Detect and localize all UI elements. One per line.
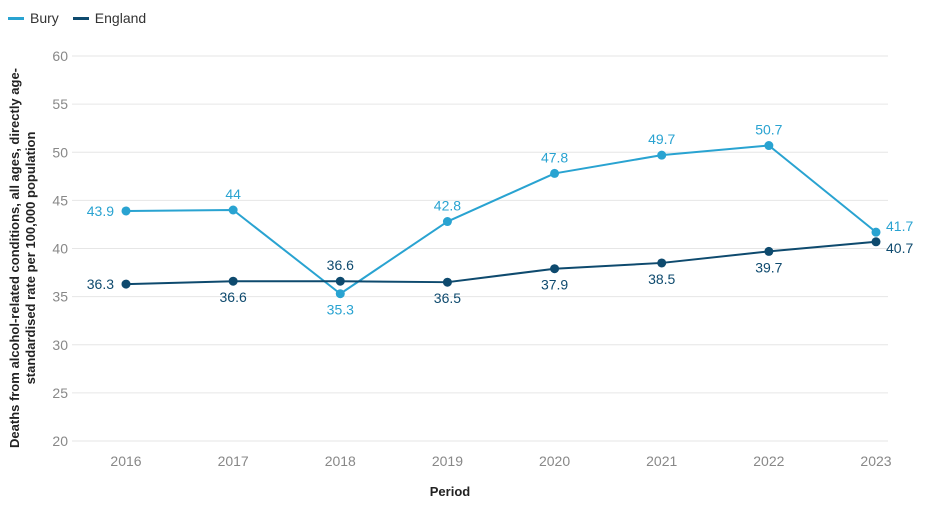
- point-bury-2019[interactable]: [442, 217, 452, 227]
- data-label-bury-2019: 42.8: [434, 198, 461, 214]
- series-line-england: [125, 240, 877, 286]
- y-tick-label-60: 60: [52, 48, 68, 64]
- data-label-bury-2020: 47.8: [541, 149, 568, 165]
- point-bury-2021[interactable]: [657, 150, 667, 160]
- data-label-england-2022: 39.7: [755, 259, 782, 275]
- data-label-bury-2016: 43.9: [87, 203, 114, 219]
- y-tick-label-40: 40: [52, 241, 68, 257]
- x-tick-label-2021: 2021: [646, 453, 677, 469]
- data-label-england-2019: 36.5: [434, 290, 461, 306]
- data-label-bury-2017: 44: [225, 186, 241, 202]
- y-tick-label-30: 30: [52, 337, 68, 353]
- legend-item-england[interactable]: England: [72, 10, 147, 26]
- point-england-2023[interactable]: [871, 237, 881, 247]
- legend-label-england: England: [94, 10, 147, 26]
- x-tick-label-2018: 2018: [325, 453, 356, 469]
- y-axis-title-line-2: standardised rate per 100,000 population: [23, 132, 38, 385]
- x-axis-title: Period: [430, 484, 471, 499]
- point-england-2021[interactable]: [657, 258, 667, 268]
- data-label-england-2016: 36.3: [87, 276, 114, 292]
- point-england-2017[interactable]: [228, 276, 238, 286]
- data-label-england-2018: 36.6: [327, 257, 354, 273]
- y-tick-label-20: 20: [52, 433, 68, 449]
- chart-legend: Bury England: [8, 10, 160, 26]
- point-bury-2016[interactable]: [121, 206, 131, 216]
- series-line-bury: [125, 144, 877, 295]
- x-axis-ticks: 2016 2017 2018 2019 2020 2021 2022 2023: [110, 453, 891, 469]
- legend-label-bury: Bury: [30, 10, 59, 26]
- point-bury-2017[interactable]: [228, 205, 238, 215]
- series-bury: [121, 141, 881, 299]
- point-bury-2022[interactable]: [764, 141, 774, 151]
- x-tick-label-2016: 2016: [110, 453, 141, 469]
- data-label-england-2017: 36.6: [220, 289, 247, 305]
- point-england-2020[interactable]: [550, 264, 560, 274]
- point-bury-2018[interactable]: [335, 289, 345, 299]
- y-tick-label-35: 35: [52, 289, 68, 305]
- legend-swatch-bury: [8, 16, 24, 20]
- data-label-bury-2021: 49.7: [648, 131, 675, 147]
- y-tick-label-45: 45: [52, 192, 68, 208]
- y-axis-title: Deaths from alcohol-related conditions, …: [7, 68, 38, 448]
- y-axis-title-line-1: Deaths from alcohol-related conditions, …: [7, 68, 22, 448]
- data-label-bury-2018: 35.3: [327, 302, 354, 318]
- series-layer: [121, 141, 881, 299]
- data-label-england-2020: 37.9: [541, 277, 568, 293]
- series-england: [121, 237, 881, 289]
- data-label-bury-2022: 50.7: [755, 122, 782, 138]
- point-england-2016[interactable]: [121, 279, 131, 289]
- data-label-england-2023: 40.7: [886, 240, 913, 256]
- gridlines: [72, 55, 888, 442]
- y-axis-ticks: 20 25 30 35 40 45 50 55 60: [52, 48, 68, 449]
- legend-item-bury[interactable]: Bury: [8, 10, 59, 26]
- x-tick-label-2022: 2022: [753, 453, 784, 469]
- data-label-england-2021: 38.5: [648, 271, 675, 287]
- y-tick-label-55: 55: [52, 96, 68, 112]
- point-england-2022[interactable]: [764, 246, 774, 256]
- point-bury-2020[interactable]: [550, 168, 560, 178]
- y-tick-label-25: 25: [52, 385, 68, 401]
- x-tick-label-2019: 2019: [432, 453, 463, 469]
- x-tick-label-2023: 2023: [860, 453, 891, 469]
- point-england-2018[interactable]: [335, 276, 345, 286]
- legend-swatch-england: [72, 16, 89, 20]
- point-england-2019[interactable]: [442, 277, 452, 287]
- point-bury-2023[interactable]: [871, 227, 881, 237]
- data-label-bury-2023: 41.7: [886, 218, 913, 234]
- data-labels: 43.9 44 35.3 42.8 47.8 49.7 50.7 41.7 36.3 36.6 36…: [87, 122, 914, 318]
- x-tick-label-2017: 2017: [218, 453, 249, 469]
- y-tick-label-50: 50: [52, 144, 68, 160]
- x-tick-label-2020: 2020: [539, 453, 570, 469]
